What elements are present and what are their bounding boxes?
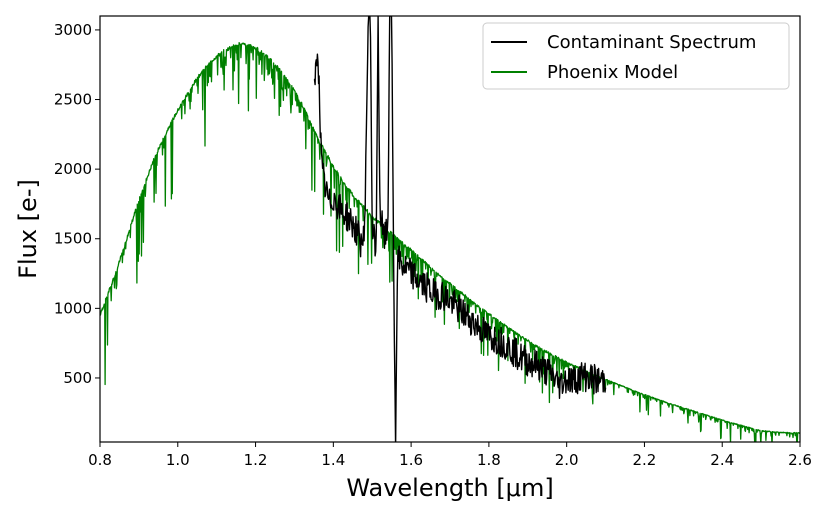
legend-label-phoenix: Phoenix Model [547, 62, 678, 83]
plot-frame [99, 15, 801, 443]
x-axis-title: Wavelength [μm] [346, 474, 553, 502]
x-tick-label: 0.8 [88, 451, 112, 469]
legend-label-contaminant: Contaminant Spectrum [547, 32, 756, 53]
y-tick-label: 2500 [54, 91, 92, 109]
series-line-phoenix-model [100, 42, 800, 442]
y-tick-label: 1000 [54, 299, 92, 317]
x-tick-label: 2.2 [633, 451, 657, 469]
y-tick-label: 500 [63, 369, 92, 387]
legend-box [482, 22, 790, 90]
y-tick-label: 2000 [54, 160, 92, 178]
series-line-contaminant-spectrum [313, 16, 607, 442]
x-tick-label: 1.6 [399, 451, 423, 469]
x-tick-label: 1.2 [244, 451, 268, 469]
x-tick-label: 2.6 [788, 451, 812, 469]
x-tick-label: 2.0 [555, 451, 579, 469]
y-tick-label: 3000 [54, 21, 92, 39]
legend: Contaminant Spectrum Phoenix Model [482, 22, 790, 90]
x-tick-label: 1.4 [321, 451, 345, 469]
x-tick-label: 1.8 [477, 451, 501, 469]
x-tick-label: 1.0 [166, 451, 190, 469]
x-tick-label: 2.4 [710, 451, 734, 469]
y-tick-label: 1500 [54, 230, 92, 248]
y-axis-title: Flux [e-] [14, 179, 42, 279]
